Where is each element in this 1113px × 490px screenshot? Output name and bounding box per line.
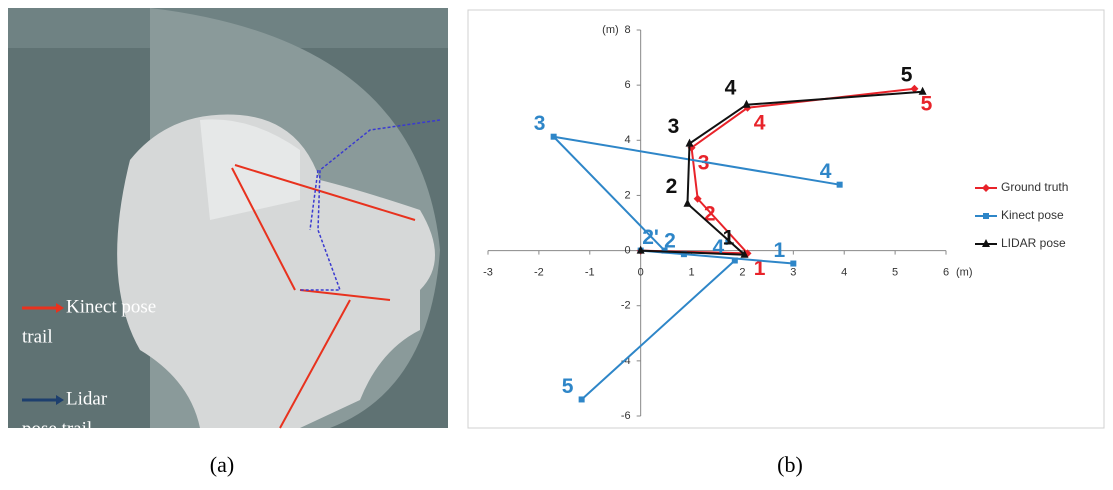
- legend-label: Kinect pose: [1001, 208, 1064, 222]
- point-label: 4: [820, 160, 832, 183]
- x-tick-label: 3: [790, 266, 796, 278]
- legend-text: Lidar: [66, 388, 108, 409]
- y-tick-label: 0: [625, 244, 631, 256]
- x-tick-label: 1: [688, 266, 694, 278]
- point-label: 1: [723, 226, 735, 249]
- legend-label: LIDAR pose: [1001, 236, 1066, 250]
- point-marker: [579, 396, 585, 402]
- legend-text: pose trail: [22, 418, 92, 439]
- point-marker: [732, 257, 738, 263]
- x-tick-label: 5: [892, 266, 898, 278]
- map-image: [8, 8, 448, 428]
- legend-label: Ground truth: [1001, 180, 1068, 194]
- legend-text: Kinect pose: [66, 296, 156, 317]
- point-label: 5: [921, 92, 933, 115]
- y-tick-label: 4: [625, 134, 631, 146]
- point-label: 3: [534, 112, 546, 135]
- x-tick-label: 6: [943, 266, 949, 278]
- point-label: 4: [725, 76, 737, 99]
- legend-marker: [983, 213, 989, 219]
- x-tick-label: 2: [739, 266, 745, 278]
- x-tick-label: -3: [483, 266, 493, 278]
- point-label: 2': [642, 226, 659, 249]
- y-axis-label: (m): [602, 24, 619, 36]
- point-marker: [790, 261, 796, 267]
- x-tick-label: -1: [585, 266, 595, 278]
- point-marker: [837, 182, 843, 188]
- x-tick-label: 0: [638, 266, 644, 278]
- y-tick-label: -6: [621, 410, 631, 422]
- figure: Kinect posetrailLidarpose trail (a) (b) …: [0, 0, 1113, 485]
- x-axis-label: (m): [956, 266, 973, 278]
- point-label: 4: [754, 111, 766, 134]
- x-tick-label: -2: [534, 266, 544, 278]
- point-label: 2: [704, 202, 716, 225]
- point-label: 1: [773, 239, 785, 262]
- point-label: 5: [562, 375, 574, 398]
- point-marker: [551, 134, 557, 140]
- point-label: 2: [666, 175, 678, 198]
- point-label: 5: [901, 63, 913, 86]
- y-tick-label: 2: [625, 189, 631, 201]
- caption: (a): [210, 452, 234, 477]
- y-tick-label: 8: [625, 24, 631, 36]
- legend-text: trail: [22, 326, 53, 347]
- y-tick-label: -2: [621, 300, 631, 312]
- point-label: 3: [668, 115, 680, 138]
- y-tick-label: 6: [625, 79, 631, 91]
- caption: (b): [777, 452, 803, 477]
- x-tick-label: 4: [841, 266, 847, 278]
